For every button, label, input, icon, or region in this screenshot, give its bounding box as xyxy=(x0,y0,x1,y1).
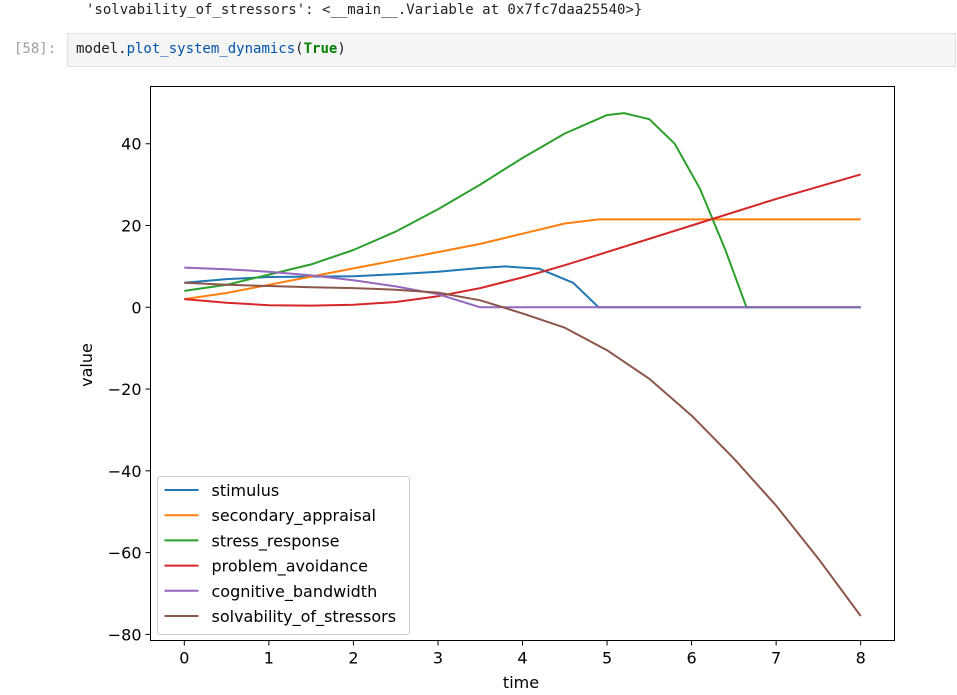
x-axis-label: time xyxy=(503,673,539,691)
series-line-secondary-appraisal xyxy=(184,218,861,301)
x-tick-label: 1 xyxy=(264,649,274,668)
code-input-area[interactable]: model.plot_system_dynamics(True) xyxy=(67,33,956,67)
code-function-name: plot_system_dynamics xyxy=(126,41,296,57)
y-tick-label: −20 xyxy=(108,380,142,399)
y-axis-label: value xyxy=(77,343,96,387)
legend-box xyxy=(157,476,410,635)
cell-prompt: [58]: xyxy=(14,41,57,57)
legend-label: solvability_of_stressors xyxy=(212,607,397,627)
series-line-solvability-of-stressors xyxy=(184,281,862,617)
x-tick-label: 5 xyxy=(602,649,612,668)
legend: stimulus secondary_appraisal stress_respon… xyxy=(157,476,410,635)
x-tick-label: 4 xyxy=(517,649,527,668)
legend-label: cognitive_bandwidth xyxy=(212,582,378,602)
plot-output: 0 1 2 3 4 5 6 7 8 −80 −60 −40 −20 0 20 40 time value s… xyxy=(0,78,957,692)
y-tick-label: 40 xyxy=(121,135,141,154)
y-tick-label: 0 xyxy=(131,298,141,317)
y-tick-label: −40 xyxy=(108,462,142,481)
code-paren-open: ( xyxy=(295,41,304,57)
x-tick-label: 8 xyxy=(856,649,866,668)
x-tick-label: 2 xyxy=(348,649,358,668)
code-cell[interactable]: [58]: model.plot_system_dynamics(True) xyxy=(0,33,957,69)
x-tick-label: 3 xyxy=(433,649,443,668)
legend-label: problem_avoidance xyxy=(212,557,368,577)
legend-label: stimulus xyxy=(212,481,280,500)
code-line: model.plot_system_dynamics(True) xyxy=(76,41,346,57)
x-tick-label: 6 xyxy=(686,649,696,668)
y-tick-label: −80 xyxy=(108,625,142,644)
previous-output-text: 'solvability_of_stressors': <__main__.Va… xyxy=(86,2,643,18)
x-axis-ticks: 0 1 2 3 4 5 6 7 8 xyxy=(179,640,866,668)
series-line-problem-avoidance xyxy=(184,173,861,307)
system-dynamics-chart: 0 1 2 3 4 5 6 7 8 −80 −60 −40 −20 0 20 40 time value s… xyxy=(77,86,895,692)
code-object: model. xyxy=(76,41,127,57)
series-line-cognitive-bandwidth xyxy=(184,266,861,309)
code-paren-close: ) xyxy=(337,41,346,57)
code-argument-keyword: True xyxy=(303,41,338,57)
y-tick-label: −60 xyxy=(108,544,142,563)
x-tick-label: 0 xyxy=(179,649,189,668)
y-tick-label: 20 xyxy=(121,217,141,236)
x-tick-label: 7 xyxy=(771,649,781,668)
series-lines xyxy=(184,112,862,617)
legend-label: stress_response xyxy=(212,531,340,551)
y-axis-ticks: −80 −60 −40 −20 0 20 40 xyxy=(108,135,151,644)
legend-label: secondary_appraisal xyxy=(212,506,376,526)
series-line-stress-response xyxy=(184,112,861,309)
